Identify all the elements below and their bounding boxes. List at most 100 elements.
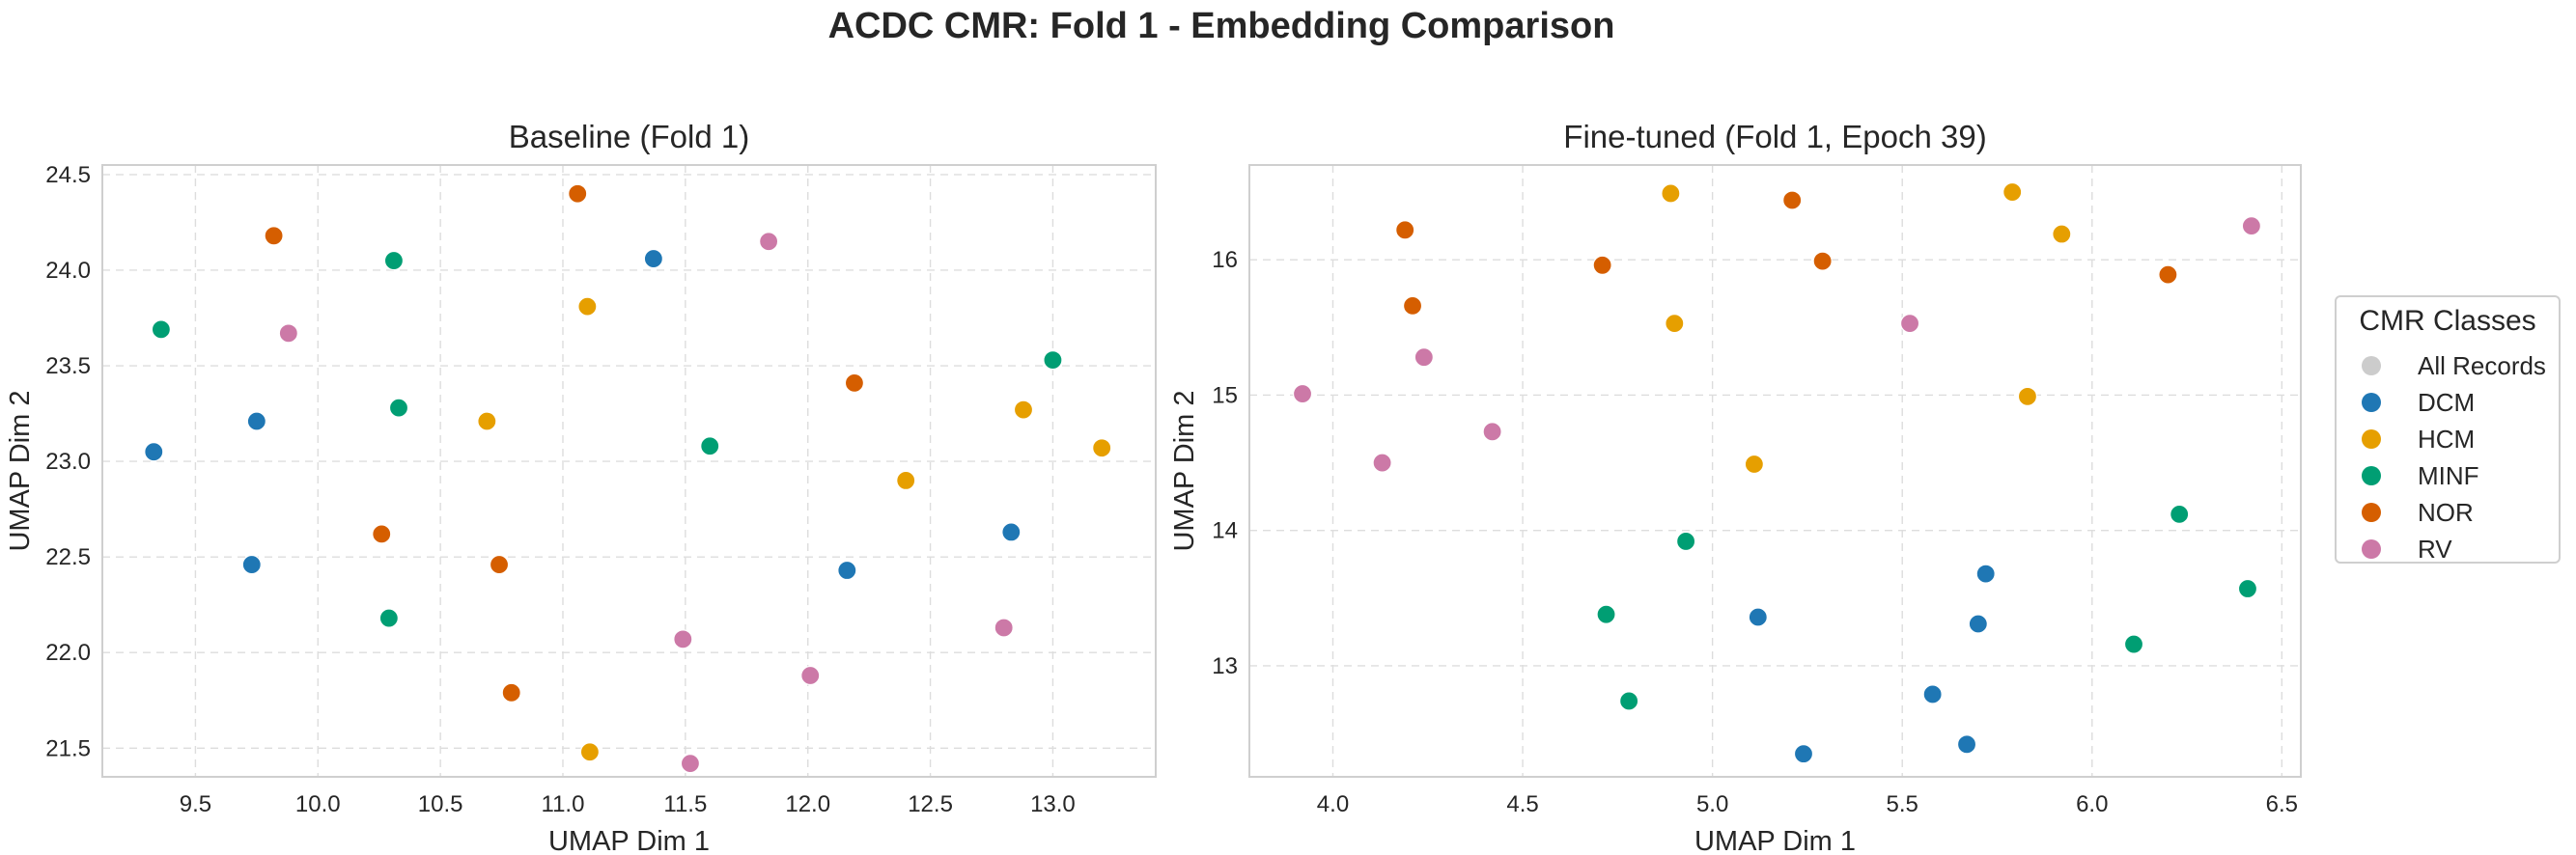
series-minf bbox=[151, 250, 1063, 628]
x-tick-label: 6.0 bbox=[2076, 791, 2108, 817]
plot-frame bbox=[1248, 164, 2302, 778]
data-point-rv bbox=[673, 629, 693, 649]
series-nor bbox=[264, 183, 865, 703]
data-point-hcm bbox=[579, 742, 601, 762]
legend-marker bbox=[2362, 356, 2381, 375]
plot-panel-1: 9.5 10.0 10.5 11.0 11.5 12.0 12.5 13.0 21.5 22.0 2… bbox=[5, 119, 1157, 855]
series-minf bbox=[1596, 504, 2258, 711]
legend-item-nor: NOR bbox=[2362, 496, 2474, 529]
y-tick-label: 13 bbox=[1212, 653, 1238, 679]
legend-marker bbox=[2362, 393, 2381, 412]
plot-frame bbox=[101, 164, 1157, 778]
gridlines bbox=[1249, 165, 2301, 777]
data-point-dcm bbox=[144, 442, 164, 462]
series-nor bbox=[1395, 190, 2178, 316]
y-tick-label: 16 bbox=[1212, 247, 1238, 273]
data-point-minf bbox=[1676, 531, 1696, 552]
y-tick-label: 22.0 bbox=[45, 640, 91, 666]
data-point-nor bbox=[568, 183, 588, 204]
data-point-minf bbox=[388, 398, 409, 418]
data-point-dcm bbox=[1793, 744, 1814, 764]
data-point-rv bbox=[800, 665, 821, 686]
y-tick-label: 15 bbox=[1212, 382, 1238, 408]
y-axis-label: UMAP Dim 2 bbox=[5, 390, 36, 551]
data-point-minf bbox=[378, 608, 399, 628]
data-point-rv bbox=[1482, 422, 1502, 442]
data-point-rv bbox=[278, 323, 298, 344]
data-point-nor bbox=[489, 554, 510, 575]
x-tick-label: 10.5 bbox=[418, 791, 463, 817]
legend: CMR Classes All Records DCM HCM MINF NOR… bbox=[2335, 295, 2561, 564]
data-point-nor bbox=[1592, 255, 1612, 275]
data-point-nor bbox=[1395, 220, 1415, 240]
x-tick-label: 12.0 bbox=[785, 791, 830, 817]
y-tick-label: 22.5 bbox=[45, 544, 91, 570]
data-point-nor bbox=[2158, 264, 2178, 285]
x-tick-label: 6.5 bbox=[2266, 791, 2298, 817]
data-point-rv bbox=[2241, 216, 2261, 236]
data-point-rv bbox=[759, 232, 779, 252]
y-tick-label: 23.0 bbox=[45, 449, 91, 475]
data-point-rv bbox=[1292, 383, 1313, 404]
data-point-hcm bbox=[1744, 454, 1764, 475]
data-point-rv bbox=[1372, 453, 1392, 473]
figure-title: ACDC CMR: Fold 1 - Embedding Comparison bbox=[827, 6, 1615, 46]
data-point-dcm bbox=[837, 560, 857, 581]
legend-item-dcm: DCM bbox=[2362, 386, 2475, 419]
x-tick-label: 4.5 bbox=[1506, 791, 1538, 817]
data-point-nor bbox=[501, 682, 521, 703]
data-point-dcm bbox=[1956, 734, 1977, 755]
data-point-rv bbox=[1899, 314, 1920, 334]
data-point-minf bbox=[1619, 691, 1639, 711]
series-hcm bbox=[1661, 181, 2072, 475]
series-dcm bbox=[1748, 564, 1996, 764]
data-point-dcm bbox=[1968, 614, 1988, 634]
data-point-nor bbox=[1782, 190, 1803, 210]
legend-label: DCM bbox=[2418, 387, 2476, 417]
x-axis-label: UMAP Dim 1 bbox=[548, 826, 710, 855]
x-tick-label: 11.5 bbox=[663, 791, 707, 817]
legend-label: NOR bbox=[2418, 497, 2474, 527]
gridlines bbox=[102, 165, 1156, 777]
data-point-dcm bbox=[1748, 607, 1768, 627]
data-point-minf bbox=[1596, 604, 1616, 624]
legend-item-minf: MINF bbox=[2362, 459, 2479, 492]
data-point-rv bbox=[994, 618, 1014, 638]
legend-marker bbox=[2362, 503, 2381, 522]
legend-marker bbox=[2362, 539, 2381, 559]
data-point-minf bbox=[2237, 578, 2258, 599]
data-point-hcm bbox=[1665, 314, 1685, 334]
y-tick-label: 14 bbox=[1212, 518, 1238, 544]
legend-label: RV bbox=[2418, 534, 2452, 564]
legend-marker bbox=[2362, 429, 2381, 449]
y-axis-label: UMAP Dim 2 bbox=[1169, 390, 1200, 551]
legend-label: All Records bbox=[2418, 350, 2546, 380]
x-tick-label: 13.0 bbox=[1030, 791, 1076, 817]
series-rv bbox=[278, 232, 1014, 774]
y-tick-label: 24.5 bbox=[45, 162, 91, 188]
legend-title: CMR Classes bbox=[2359, 305, 2536, 337]
legend-item-all-records: All Records bbox=[2362, 349, 2546, 382]
data-point-hcm bbox=[1661, 183, 1681, 204]
data-point-dcm bbox=[643, 248, 663, 269]
data-point-hcm bbox=[2017, 386, 2038, 406]
data-point-dcm bbox=[241, 554, 262, 575]
x-tick-label: 11.0 bbox=[542, 791, 585, 817]
data-point-hcm bbox=[577, 296, 598, 317]
data-point-nor bbox=[844, 372, 865, 393]
x-tick-label: 10.0 bbox=[295, 791, 341, 817]
data-point-minf bbox=[383, 250, 405, 271]
data-point-minf bbox=[700, 436, 720, 456]
panel-title: Fine-tuned (Fold 1, Epoch 39) bbox=[1563, 119, 1986, 154]
data-point-dcm bbox=[1975, 564, 1996, 584]
data-point-hcm bbox=[2052, 224, 2072, 244]
data-point-hcm bbox=[1013, 400, 1034, 420]
data-point-minf bbox=[151, 319, 171, 340]
legend-label: MINF bbox=[2418, 460, 2479, 490]
data-point-minf bbox=[1043, 349, 1063, 371]
legend-item-rv: RV bbox=[2362, 533, 2452, 565]
x-tick-label: 12.5 bbox=[908, 791, 953, 817]
data-point-hcm bbox=[896, 470, 916, 491]
data-point-rv bbox=[680, 754, 701, 774]
